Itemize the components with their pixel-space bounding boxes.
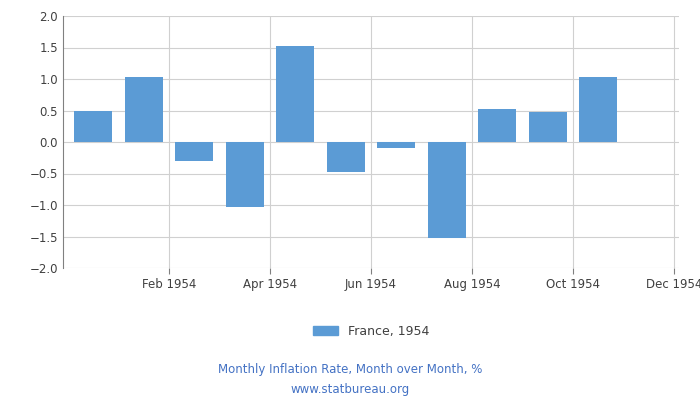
Text: Monthly Inflation Rate, Month over Month, %: Monthly Inflation Rate, Month over Month… <box>218 364 482 376</box>
Bar <box>226 142 264 207</box>
Legend: France, 1954: France, 1954 <box>308 320 434 343</box>
Bar <box>327 142 365 172</box>
Bar <box>74 110 112 142</box>
Text: www.statbureau.org: www.statbureau.org <box>290 384 410 396</box>
Bar <box>125 77 162 142</box>
Bar <box>580 77 617 142</box>
Bar <box>428 142 466 238</box>
Bar <box>528 112 567 142</box>
Bar <box>377 142 415 148</box>
Bar <box>478 109 516 142</box>
Bar <box>276 46 314 142</box>
Bar <box>175 142 214 161</box>
